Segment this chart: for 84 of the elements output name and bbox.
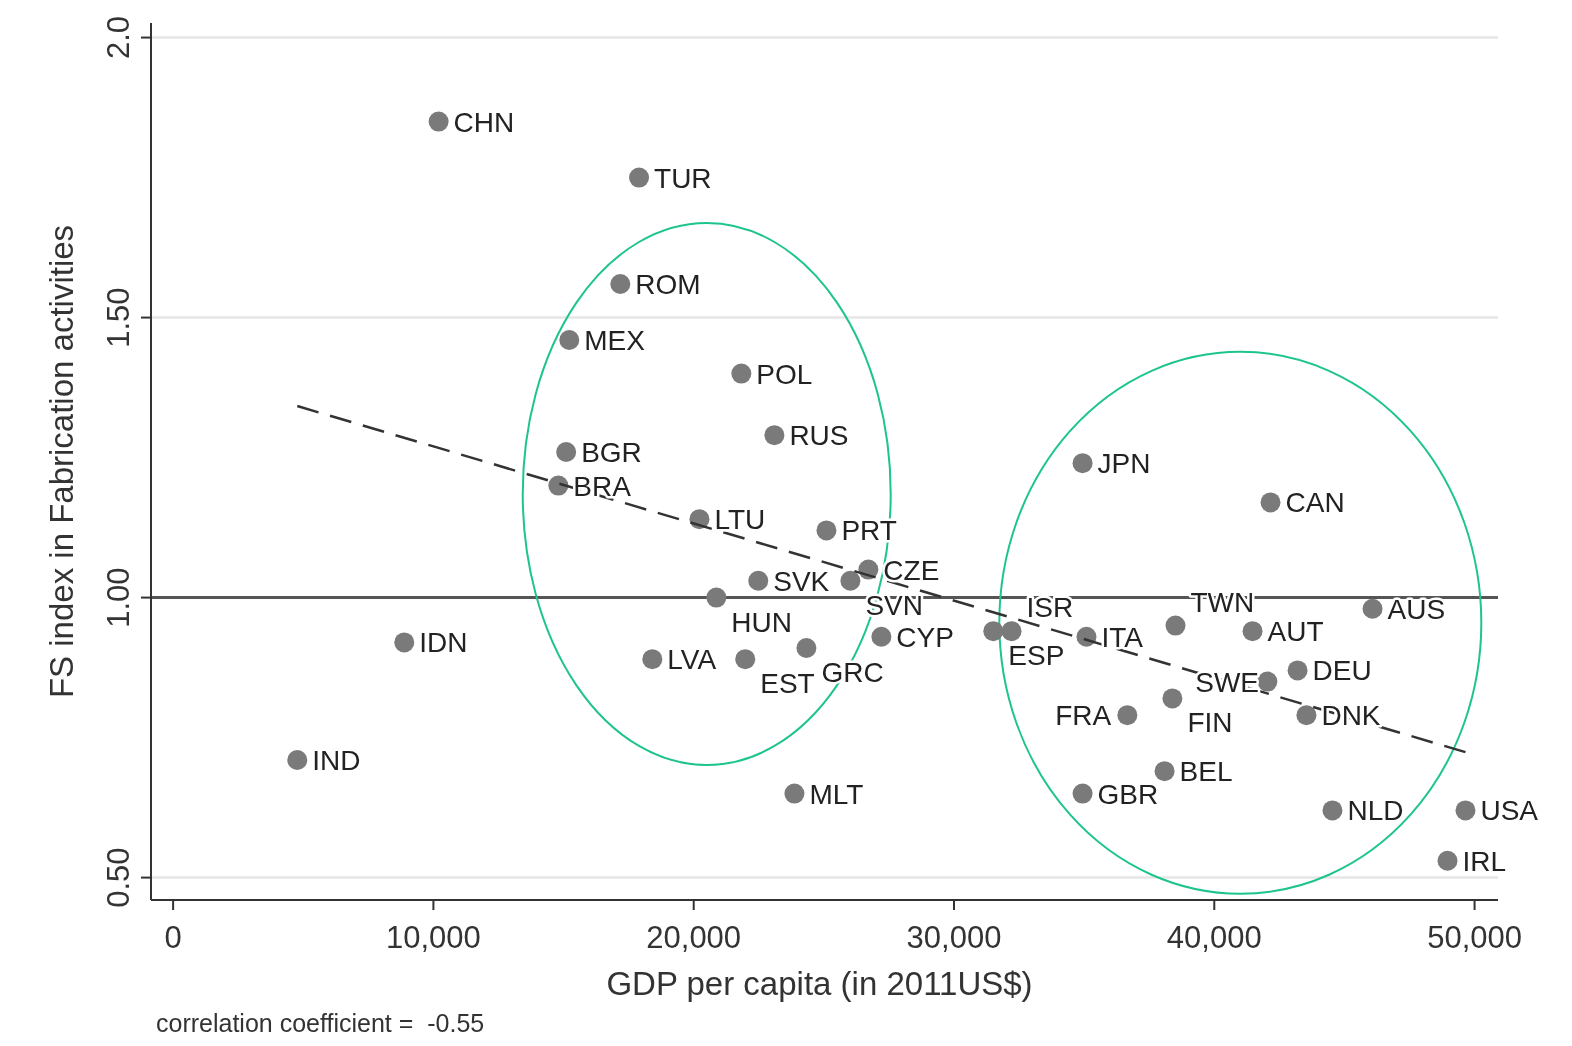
point [1257, 671, 1278, 692]
annotation: MLT [809, 778, 864, 810]
point [642, 649, 663, 670]
point [1117, 705, 1138, 726]
point [1165, 615, 1186, 636]
annotation: CYP [896, 621, 954, 653]
text: correlation coefficient = -0.55 [156, 1009, 485, 1037]
point [559, 329, 580, 350]
annotation: NLD [1347, 795, 1404, 827]
x-tick-label: 40,000 [1166, 920, 1262, 955]
x-axis-title: GDP per capita (in 2011US$) [606, 965, 1033, 1002]
point [1072, 783, 1093, 804]
annotation: USA [1480, 795, 1539, 827]
annotation: BEL [1179, 756, 1233, 788]
point [1362, 598, 1383, 619]
annotation: ITA [1101, 621, 1144, 653]
annotation: FIN [1187, 707, 1233, 739]
y-axis-title: FS index in Fabrication activities [43, 224, 80, 699]
point [784, 783, 805, 804]
annotation: DEU [1312, 655, 1372, 687]
y-tick-label: 1.50 [101, 287, 136, 348]
annotation: LTU [714, 504, 766, 536]
point [816, 520, 837, 541]
annotation: AUS [1387, 593, 1446, 625]
point [629, 167, 650, 188]
point [731, 363, 752, 384]
annotation: FRA [1055, 700, 1112, 732]
annotation: CZE [883, 554, 940, 586]
annotation: IRL [1462, 845, 1507, 877]
point [1242, 621, 1263, 642]
point [1001, 621, 1022, 642]
annotation: BRA [573, 470, 632, 502]
annotation: ISR [1026, 592, 1074, 624]
point [610, 273, 631, 294]
y-tick-label: 1.00 [101, 567, 136, 628]
y-tick-label: 2.0 [101, 16, 136, 60]
annotation: IDN [419, 627, 468, 659]
annotation: RUS [789, 420, 849, 452]
point [796, 637, 817, 658]
point [764, 425, 785, 446]
point [983, 621, 1004, 642]
point [735, 649, 756, 670]
annotation: LVA [667, 644, 717, 676]
annotation: ESP [1008, 640, 1065, 672]
x-tick-label: 30,000 [906, 920, 1002, 955]
annotation: SVK [773, 565, 830, 597]
point [748, 570, 769, 591]
annotation: POL [756, 358, 813, 390]
point [1287, 660, 1308, 681]
y-tick-label: 0.50 [101, 847, 136, 908]
point [287, 749, 308, 770]
point [394, 632, 415, 653]
annotation: TUR [654, 162, 712, 194]
annotation: SWE [1195, 666, 1260, 698]
annotation: MEX [584, 324, 646, 356]
annotation: AUT [1267, 616, 1324, 648]
point [1162, 688, 1183, 709]
annotation: EST [760, 668, 815, 700]
annotation: BGR [581, 436, 642, 468]
point [1437, 850, 1458, 871]
annotation: GBR [1097, 778, 1159, 810]
point [840, 570, 861, 591]
annotation: IND [312, 744, 361, 776]
annotation: CAN [1285, 487, 1345, 519]
point [428, 111, 449, 132]
annotation: JPN [1097, 448, 1151, 480]
point [1072, 453, 1093, 474]
annotation: HUN [731, 606, 793, 638]
point [548, 475, 569, 496]
x-tick-label: 20,000 [646, 920, 742, 955]
x-tick-label: 0 [164, 920, 182, 955]
x-tick-label: 50,000 [1427, 920, 1522, 955]
point [1154, 761, 1175, 782]
annotation: ROM [635, 268, 701, 300]
annotation: DNK [1321, 700, 1381, 732]
x-tick-label: 10,000 [386, 920, 481, 955]
point [1296, 705, 1317, 726]
point [1455, 800, 1476, 821]
point [1260, 492, 1281, 513]
point [871, 626, 892, 647]
annotation: CHN [453, 106, 515, 138]
point [1322, 800, 1343, 821]
point [706, 587, 727, 608]
point [556, 441, 577, 462]
